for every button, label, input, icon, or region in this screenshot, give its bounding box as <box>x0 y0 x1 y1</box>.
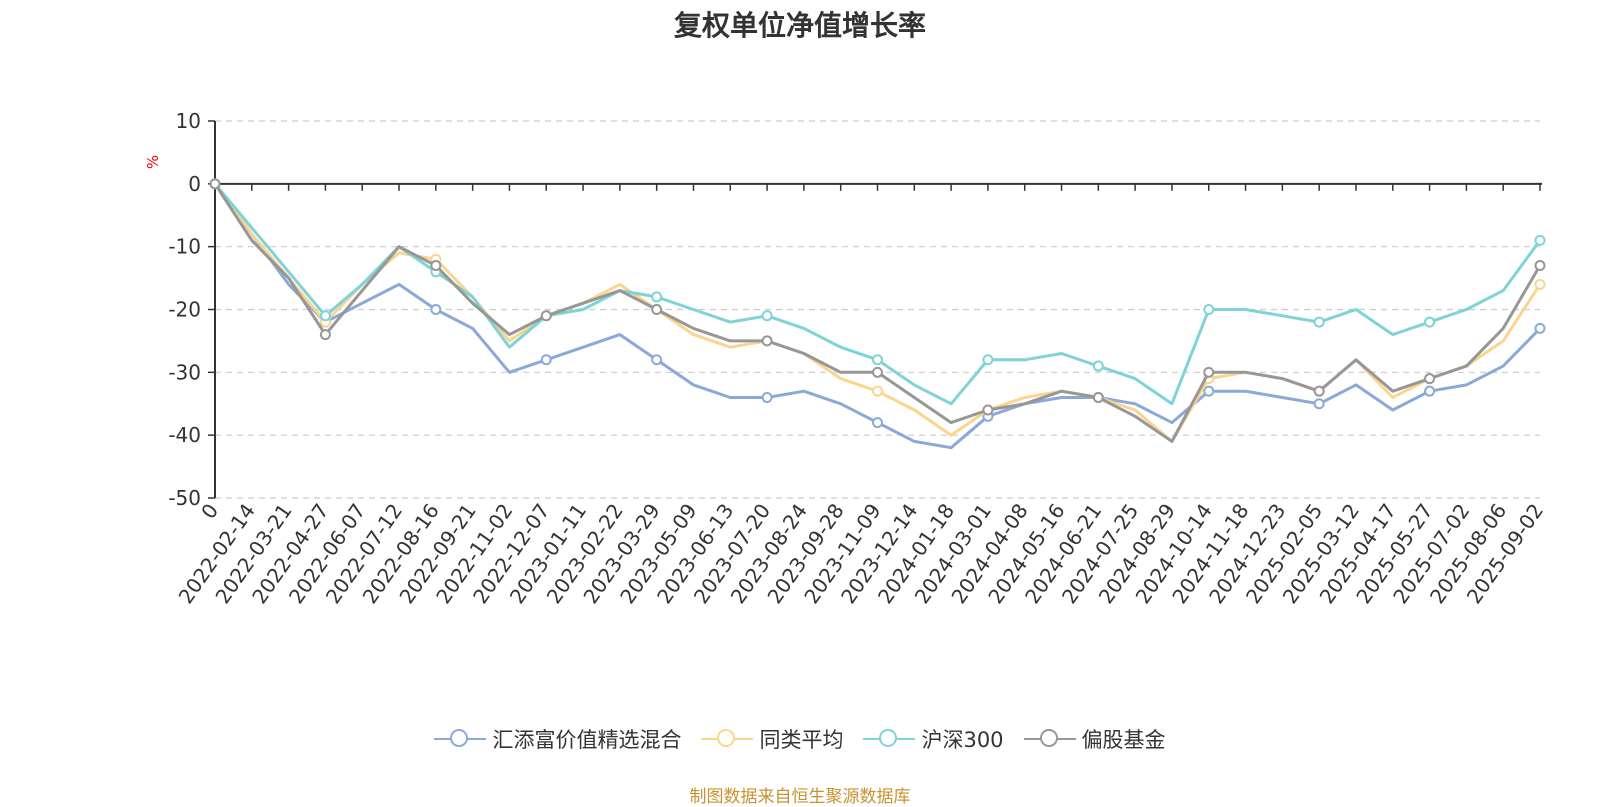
y-tick-label: -30 <box>168 360 201 384</box>
data-point <box>1534 234 1546 246</box>
legend-item-1[interactable]: 同类平均 <box>701 724 843 754</box>
grid-lines <box>215 120 1540 499</box>
legend-label: 同类平均 <box>759 728 844 752</box>
data-point <box>540 354 552 366</box>
series-lines <box>209 178 1546 450</box>
chart-legend: 汇添富价值精选混合 同类平均 沪深300 偏股基金 <box>0 724 1600 754</box>
data-point <box>1534 278 1546 290</box>
data-point <box>1092 391 1104 403</box>
legend-item-2[interactable]: 沪深300 <box>863 724 1004 754</box>
x-tick-label: 0 <box>196 499 223 523</box>
y-tick-label: 0 <box>188 172 201 196</box>
data-point <box>1424 316 1436 328</box>
y-tick-label: -40 <box>168 423 201 447</box>
data-point <box>872 385 883 397</box>
data-point <box>872 417 883 429</box>
data-point <box>1424 385 1436 397</box>
series-line-1 <box>213 182 1542 443</box>
series-line-3 <box>213 182 1542 443</box>
legend-label: 沪深300 <box>921 728 1004 752</box>
data-point <box>430 304 442 315</box>
data-point <box>1534 260 1546 272</box>
data-point <box>872 366 883 378</box>
data-point <box>761 335 773 347</box>
data-point <box>1313 385 1325 397</box>
data-point <box>1203 385 1215 397</box>
y-tick-label: -20 <box>168 298 201 322</box>
legend-item-3[interactable]: 偏股基金 <box>1023 724 1166 754</box>
y-tick-label: -50 <box>168 486 201 510</box>
data-point <box>651 354 663 366</box>
legend-marker-icon <box>701 726 754 752</box>
y-axis-unit-label: % <box>144 155 162 169</box>
data-point <box>430 260 442 272</box>
legend-marker-icon <box>863 726 916 752</box>
data-point <box>761 310 773 322</box>
legend-label: 汇添富价值精选混合 <box>492 728 682 752</box>
data-point <box>1313 316 1325 328</box>
legend-marker-icon <box>434 726 487 752</box>
data-point <box>319 329 331 341</box>
legend-marker-icon <box>1023 726 1076 752</box>
data-point <box>982 354 994 366</box>
data-point <box>651 304 663 315</box>
y-tick-label: -10 <box>168 235 201 259</box>
legend-item-0[interactable]: 汇添富价值精选混合 <box>434 724 681 754</box>
data-point <box>1092 360 1104 372</box>
data-point <box>1313 398 1325 410</box>
chart-title: 复权单位净值增长率 <box>673 9 926 42</box>
data-point <box>1203 304 1215 315</box>
data-point <box>1203 366 1215 378</box>
data-point <box>209 178 221 190</box>
data-point <box>540 310 552 322</box>
data-point <box>761 391 773 403</box>
source-note: 制图数据来自恒生聚源数据库 <box>689 787 911 807</box>
legend-label: 偏股基金 <box>1081 728 1166 752</box>
data-point <box>651 291 663 303</box>
data-point <box>982 404 994 416</box>
y-tick-label: 10 <box>176 109 201 133</box>
data-point <box>319 310 331 322</box>
data-point <box>1424 373 1436 385</box>
data-point <box>1534 322 1546 334</box>
data-point <box>872 354 883 366</box>
